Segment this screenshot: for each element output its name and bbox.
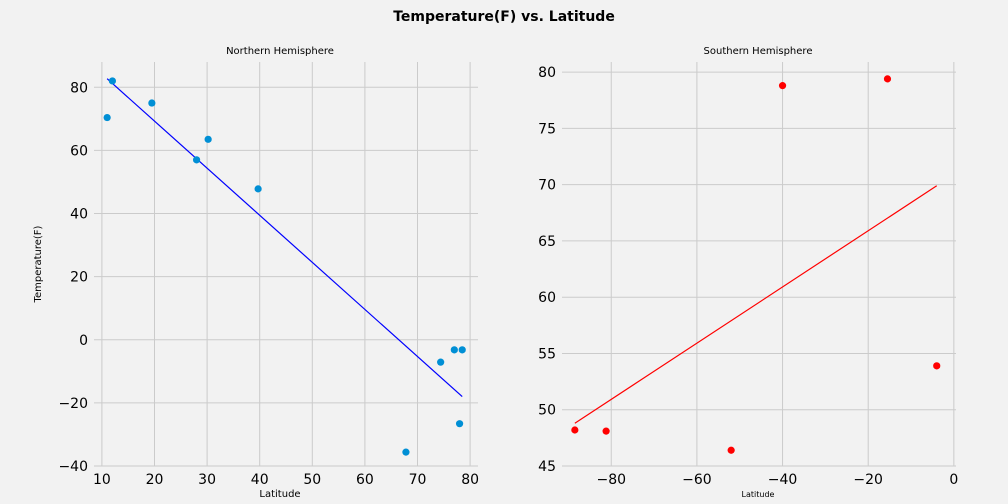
northern-y-tick-label: 80 — [70, 80, 88, 96]
northern-y-tick-label: 0 — [79, 333, 88, 349]
southern-y-tick-label: 70 — [538, 178, 556, 194]
southern-data-point — [571, 426, 579, 434]
southern-grid — [562, 62, 956, 467]
northern-x-tick-label: 10 — [93, 472, 111, 488]
southern-y-tick-label: 55 — [538, 346, 556, 362]
northern-x-axis-label: Latitude — [259, 489, 300, 500]
southern-y-tick-label: 80 — [538, 65, 556, 81]
northern-data-point — [455, 420, 464, 428]
southern-x-tick-label: −80 — [596, 472, 626, 488]
southern-plot-title: Southern Hemisphere — [704, 46, 813, 57]
southern-y-tick-label: 65 — [538, 234, 556, 250]
northern-data-point — [254, 185, 262, 193]
northern-data-point — [450, 346, 458, 354]
northern-y-tick-label: 20 — [70, 270, 88, 286]
northern-x-tick-label: 70 — [409, 472, 427, 488]
southern-regression-line — [574, 185, 938, 424]
northern-data-point — [108, 77, 117, 85]
southern-x-tick-label: −60 — [682, 472, 712, 488]
southern-x-axis-label: Latitude — [742, 490, 775, 499]
southern-data-point — [778, 82, 787, 90]
southern-y-tick-label: 75 — [538, 121, 556, 137]
southern-y-tick-label: 60 — [538, 290, 556, 306]
northern-hemisphere-plot: Northern Hemisphere Latitude Temperature… — [33, 46, 479, 500]
southern-x-tick-label: −40 — [768, 472, 798, 488]
southern-data-point — [727, 446, 735, 454]
northern-grid — [94, 62, 478, 467]
northern-y-tick-label: 40 — [70, 207, 88, 223]
northern-data-point — [148, 99, 156, 107]
northern-data-point — [458, 346, 466, 354]
northern-x-tick-label: 50 — [303, 472, 321, 488]
southern-y-tick-label: 50 — [538, 403, 556, 419]
northern-x-tick-label: 20 — [146, 472, 164, 488]
northern-plot-title: Northern Hemisphere — [226, 46, 334, 57]
southern-y-tick-label: 45 — [538, 459, 556, 475]
southern-data-point — [602, 427, 610, 435]
northern-data-point — [402, 448, 410, 456]
northern-x-tick-label: 80 — [461, 472, 479, 488]
figure-title: Temperature(F) vs. Latitude — [393, 9, 615, 25]
northern-x-tick-label: 60 — [356, 472, 374, 488]
northern-y-tick-label: −40 — [58, 459, 88, 475]
southern-data-point — [933, 362, 941, 370]
northern-x-tick-label: 40 — [251, 472, 269, 488]
southern-x-tick-label: −20 — [853, 472, 883, 488]
northern-data-point — [204, 135, 212, 143]
northern-data-point — [192, 156, 201, 164]
southern-hemisphere-plot: Southern Hemisphere Latitude −80 −60 −40 −2… — [538, 46, 958, 499]
northern-y-axis-label: Temperature(F) — [33, 225, 44, 303]
northern-data-point — [103, 113, 111, 122]
northern-x-tick-label: 30 — [198, 472, 216, 488]
northern-y-tick-label: −20 — [58, 396, 88, 412]
northern-y-tick-label: 60 — [70, 143, 88, 159]
northern-data-point — [437, 358, 445, 366]
southern-x-tick-label: 0 — [949, 472, 958, 488]
northern-regression-line — [106, 78, 463, 398]
southern-data-point — [883, 75, 892, 83]
